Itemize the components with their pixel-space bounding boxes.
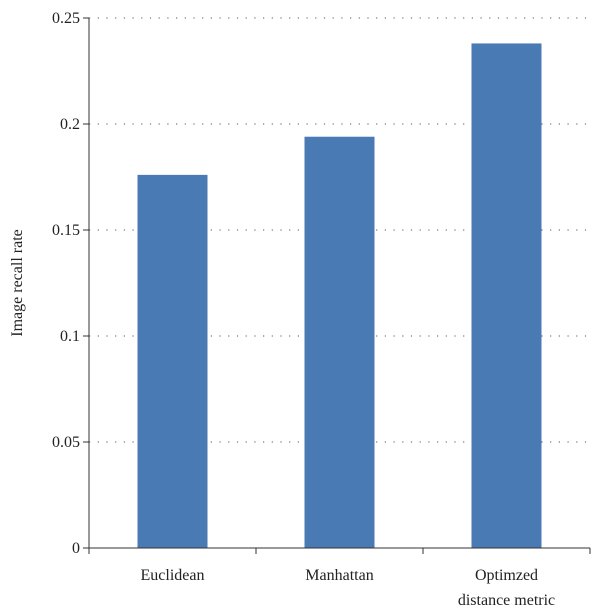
x-tick-label: Euclidean <box>141 567 205 584</box>
axes <box>88 18 590 549</box>
y-tick-label: 0.15 <box>52 222 80 239</box>
bar <box>304 136 375 548</box>
y-tick-label: 0.25 <box>52 10 80 27</box>
y-tick-label: 0.1 <box>60 328 80 345</box>
x-axis-ticks: Euclidean Manhattan Optimzed distance metri… <box>88 548 591 609</box>
y-tick-label: 0 <box>72 540 80 557</box>
y-tick-label: 0.05 <box>52 434 80 451</box>
x-tick-label: distance metric <box>458 592 555 609</box>
y-axis-ticks: 0 0.05 0.1 0.15 0.2 0.25 <box>52 10 89 557</box>
bar <box>137 174 208 548</box>
bar <box>471 43 542 548</box>
y-axis-title: Image recall rate <box>9 229 26 336</box>
y-tick-label: 0.2 <box>60 116 80 133</box>
x-tick-label: Manhattan <box>305 567 373 584</box>
x-tick-label: Optimzed <box>475 567 538 584</box>
bars <box>137 43 542 548</box>
